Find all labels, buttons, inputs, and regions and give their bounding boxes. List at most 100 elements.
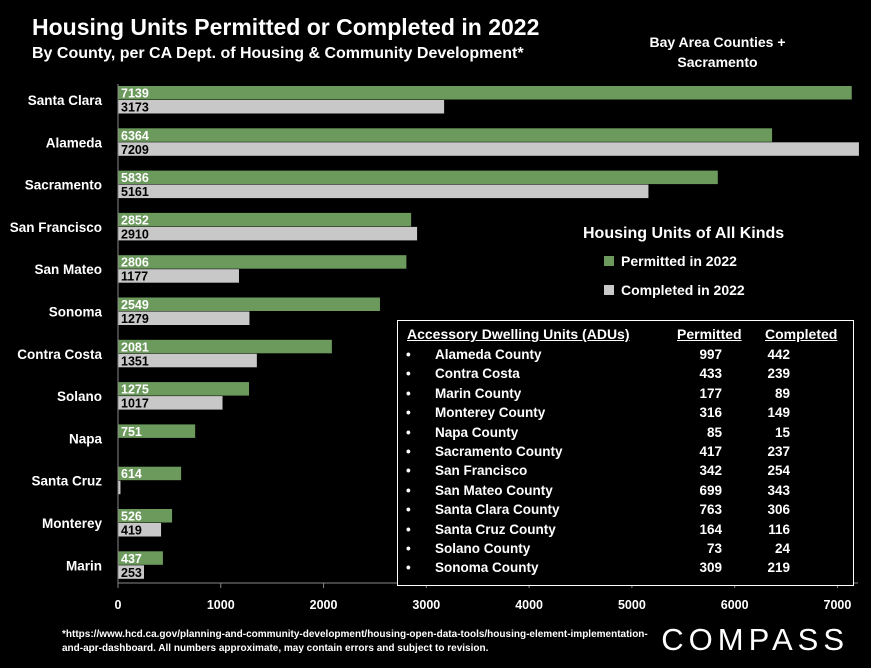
adu-row: • Santa Clara County 763 306 — [398, 502, 853, 521]
bar-completed — [118, 311, 250, 325]
adu-row: • Sonoma County 309 219 — [398, 560, 853, 579]
category-label: Napa — [69, 431, 103, 446]
data-label-permitted: 1275 — [121, 383, 149, 397]
data-label-completed: 1177 — [121, 270, 148, 284]
adu-permitted: 316 — [699, 405, 722, 421]
data-label-permitted: 751 — [121, 425, 142, 439]
data-label-completed: 1279 — [121, 312, 149, 326]
bullet-icon: • — [406, 482, 411, 498]
category-label: Marin — [66, 558, 102, 573]
adu-permitted: 85 — [706, 424, 722, 440]
data-label-permitted: 437 — [121, 552, 142, 566]
x-tick-label: 6000 — [721, 598, 749, 612]
bar-permitted — [118, 509, 173, 523]
adu-row: • Alameda County 997 442 — [398, 347, 853, 366]
category-label: Monterey — [42, 516, 103, 531]
adu-completed: 149 — [767, 405, 790, 421]
adu-permitted: 997 — [699, 347, 722, 362]
data-label-completed: 5161 — [121, 185, 149, 199]
region-note: Bay Area Counties + Sacramento — [630, 32, 805, 72]
data-label-permitted: 2081 — [121, 340, 149, 354]
adu-permitted: 699 — [699, 482, 722, 498]
bar-permitted — [118, 297, 380, 311]
data-label-permitted: 614 — [121, 467, 142, 481]
bar-completed — [118, 523, 162, 537]
bar-completed — [118, 142, 859, 156]
bar-permitted — [118, 551, 163, 565]
adu-row: • Solano County 73 24 — [398, 541, 853, 560]
bar-permitted — [118, 212, 412, 227]
data-label-completed: 24 — [121, 481, 135, 495]
x-tick-label: 5000 — [618, 598, 646, 612]
data-label-permitted: 2852 — [121, 213, 149, 227]
bar-permitted — [118, 128, 773, 142]
adu-county: Napa County — [435, 424, 519, 440]
adu-county: Alameda County — [435, 347, 542, 362]
legend-swatch-permitted — [604, 256, 614, 266]
bullet-icon: • — [406, 347, 411, 362]
adu-completed: 116 — [768, 521, 790, 537]
adu-permitted: 309 — [699, 560, 722, 576]
bullet-icon: • — [406, 463, 411, 479]
data-label-completed: 419 — [121, 524, 142, 538]
data-label-completed: 1351 — [121, 354, 149, 368]
adu-row: • Contra Costa 433 239 — [398, 366, 853, 385]
adu-county: Contra Costa — [435, 366, 520, 382]
x-tick-label: 2000 — [310, 598, 338, 612]
category-label: Contra Costa — [17, 347, 102, 362]
adu-county: Monterey County — [435, 405, 546, 421]
category-label: Sacramento — [25, 178, 102, 193]
data-label-completed: 253 — [121, 566, 142, 580]
legend-label-permitted: Permitted in 2022 — [621, 253, 737, 269]
legend-label-completed: Completed in 2022 — [621, 282, 745, 298]
adu-completed: 306 — [767, 502, 790, 518]
adu-row: • Marin County 177 89 — [398, 386, 853, 405]
adu-row: • San Francisco 342 254 — [398, 463, 853, 482]
bar-permitted — [118, 382, 250, 396]
bullet-icon: • — [406, 424, 411, 440]
adu-permitted: 73 — [706, 541, 722, 556]
bar-completed — [118, 480, 121, 495]
data-label-completed: 2910 — [121, 227, 149, 241]
adu-permitted: 417 — [699, 444, 722, 459]
bar-completed — [118, 226, 418, 241]
data-label-permitted: 526 — [121, 510, 142, 524]
adu-header-category: Accessory Dwelling Units (ADUs) — [407, 326, 630, 342]
adu-completed: 343 — [767, 482, 790, 498]
adu-row: • Sacramento County 417 237 — [398, 444, 853, 463]
category-label: Santa Clara — [28, 93, 103, 108]
data-label-permitted: 2549 — [121, 298, 149, 312]
adu-permitted: 164 — [699, 521, 722, 537]
adu-completed: 219 — [767, 560, 790, 576]
region-note-line-2: Sacramento — [677, 54, 758, 70]
adu-permitted: 177 — [699, 385, 722, 401]
adu-county: Solano County — [435, 541, 531, 556]
adu-header-permitted: Permitted — [677, 326, 742, 342]
category-label: Sonoma — [49, 305, 103, 320]
x-tick-label: 3000 — [412, 598, 440, 612]
bar-permitted — [118, 339, 332, 354]
adu-completed: 24 — [774, 541, 790, 556]
bullet-icon: • — [406, 541, 411, 556]
data-label-permitted: 7139 — [121, 87, 149, 101]
adu-table: Accessory Dwelling Units (ADUs) Permitte… — [397, 320, 854, 586]
data-label-completed: 3173 — [121, 101, 149, 115]
adu-completed: 89 — [774, 385, 790, 401]
bullet-icon: • — [406, 385, 411, 401]
category-label: Solano — [57, 389, 102, 404]
category-label: Santa Cruz — [31, 474, 102, 489]
data-label-completed: 1017 — [121, 397, 149, 411]
bar-permitted — [118, 86, 852, 100]
data-label-permitted: 2806 — [121, 256, 149, 270]
bar-completed — [118, 353, 257, 368]
adu-permitted: 763 — [699, 502, 722, 518]
category-label: San Mateo — [34, 262, 102, 277]
bar-permitted — [118, 466, 182, 481]
bullet-icon: • — [406, 366, 411, 382]
bar-permitted — [118, 424, 196, 438]
bullet-icon: • — [406, 560, 411, 576]
adu-county: Sonoma County — [435, 560, 539, 576]
bar-permitted — [118, 255, 407, 269]
bar-completed — [118, 100, 445, 114]
bullet-icon: • — [406, 521, 411, 537]
